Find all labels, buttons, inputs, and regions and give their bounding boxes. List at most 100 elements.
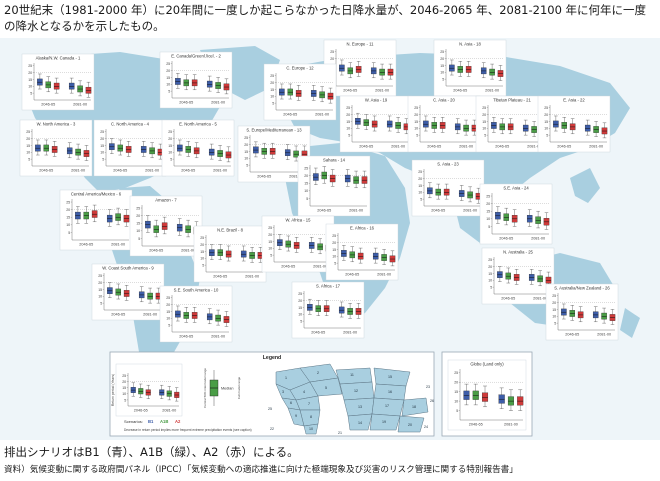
y-tick-label: 15 <box>244 150 248 154</box>
region-panel: N. Asia - 18 5 10 15 20 25 2046-65 2081-00 <box>433 39 507 97</box>
y-tick-label: 25 <box>486 194 490 198</box>
y-tick-label: 10 <box>122 392 126 396</box>
panel-title: N. Australia - 25 <box>503 250 533 255</box>
y-tick-label: 25 <box>200 236 204 240</box>
y-tick-label: 10 <box>418 191 422 195</box>
region-key-number: 17 <box>385 404 389 408</box>
y-tick-label: 5 <box>270 254 272 258</box>
region-key-cell <box>347 413 373 431</box>
y-tick-label: 5 <box>100 302 102 306</box>
y-tick-label: 5 <box>28 158 30 162</box>
y-tick-label: 15 <box>346 120 350 124</box>
period-label: 2081-00 <box>349 209 363 213</box>
region-key-number: 12 <box>354 389 358 393</box>
period-label: 2081-00 <box>527 145 541 149</box>
y-tick-label: 10 <box>200 257 204 261</box>
y-tick-label: 15 <box>270 88 274 92</box>
y-tick-label: 5 <box>348 134 350 138</box>
panel-title: W. Asia - 19 <box>365 98 388 103</box>
period-label: 2046-65 <box>179 101 193 105</box>
period-label: 2046-65 <box>134 409 148 413</box>
y-tick-label: 15 <box>122 386 126 390</box>
y-tick-label: 20 <box>122 380 126 384</box>
y-tick-label: 20 <box>330 57 334 61</box>
region-panel: W. Africa - 15 5 10 15 20 25 2046-65 2081-00 <box>261 215 335 273</box>
y-tick-label: 15 <box>486 210 490 214</box>
y-tick-label: 15 <box>136 222 140 226</box>
y-tick-label: 10 <box>244 157 248 161</box>
region-key-number: 1 <box>285 376 287 380</box>
period-label: 2081-00 <box>71 169 85 173</box>
y-tick-label: 15 <box>552 308 556 312</box>
y-tick-label: 5 <box>488 225 490 229</box>
y-tick-label: 10 <box>26 151 30 155</box>
period-label: 2081-00 <box>463 209 477 213</box>
y-tick-label: 5 <box>246 164 248 168</box>
region-panel: Tibetan Plateau - 21 5 10 15 20 25 2046-65 2081… <box>475 95 549 153</box>
y-tick-label: 20 <box>28 71 32 75</box>
y-tick-label: 25 <box>270 74 274 78</box>
region-panel: N.E. Brazil - 8 5 10 15 20 25 2046-65 2081-00 <box>193 225 267 283</box>
period-label: 2046-65 <box>113 169 127 173</box>
y-tick-label: 20 <box>100 137 104 141</box>
y-tick-label: 15 <box>440 64 444 68</box>
region-key-number: 23 <box>426 385 430 389</box>
y-tick-label: 15 <box>418 184 422 188</box>
panel-title: C. Asia - 20 <box>433 98 455 103</box>
y-tick-label: 15 <box>166 76 170 80</box>
region-key-number: 10 <box>309 427 313 431</box>
y-tick-label: 25 <box>100 130 104 134</box>
y-tick-label: 10 <box>136 229 140 233</box>
y-tick-label: 15 <box>482 120 486 124</box>
y-tick-label: 5 <box>334 262 336 266</box>
period-label: 2046-65 <box>181 169 195 173</box>
region-panel: E. Africa - 16 5 10 15 20 25 2046-65 2081-00 <box>325 223 399 281</box>
y-tick-label: 20 <box>270 81 274 85</box>
y-tick-label: 10 <box>414 127 418 131</box>
period-label: 2046-65 <box>345 273 359 277</box>
legend-y-label: Return period (Years) <box>111 374 115 406</box>
period-label: 2081-00 <box>213 169 227 173</box>
region-key-number: 16 <box>388 390 392 394</box>
y-tick-label: 20 <box>298 299 302 303</box>
region-key-number: 4 <box>303 390 305 394</box>
period-label: 2046-65 <box>557 145 571 149</box>
region-panel: Alaska/N.W. Canada - 1 5 10 15 20 25 2046-65 20… <box>21 53 95 111</box>
region-key-cell <box>335 367 373 385</box>
y-tick-label: 5 <box>170 158 172 162</box>
period-label: 2081-00 <box>145 169 159 173</box>
region-panel: W. North America - 3 5 10 15 20 25 2046-65 2081… <box>19 119 93 177</box>
period-label: 2081-00 <box>391 145 405 149</box>
y-tick-label: 10 <box>552 315 556 319</box>
y-tick-label: 10 <box>98 295 102 299</box>
region-key-cell <box>369 413 401 431</box>
y-tick-label: 5 <box>306 197 308 201</box>
region-panels: Alaska/N.W. Canada - 1 5 10 15 20 25 2046-65 20… <box>19 39 619 343</box>
region-key-number: 21 <box>338 431 342 435</box>
panel-title: E. North America - 5 <box>179 122 217 127</box>
period-label: 2046-65 <box>283 113 297 117</box>
y-tick-label: 5 <box>442 78 444 82</box>
region-panel: S. Africa - 17 5 10 15 20 25 2046-65 2081-00 <box>291 281 365 339</box>
period-label: 2046-65 <box>311 331 325 335</box>
period-label: 2046-65 <box>499 237 513 241</box>
region-key-number: 13 <box>358 405 362 409</box>
period-label: 2046-65 <box>39 169 53 173</box>
period-label: 2081-00 <box>162 409 176 413</box>
panel-title: N. Asia - 18 <box>459 42 481 47</box>
period-label: 2081-00 <box>315 113 329 117</box>
period-label: 2046-65 <box>495 145 509 149</box>
y-tick-label: 20 <box>136 214 140 218</box>
y-tick-label: 20 <box>166 303 170 307</box>
y-tick-label: 25 <box>268 226 272 230</box>
period-label: 2081-00 <box>504 423 518 427</box>
y-tick-label: 10 <box>454 400 458 404</box>
y-tick-label: 25 <box>98 274 102 278</box>
panel-title: C. North America - 4 <box>111 122 150 127</box>
central-range-label: Central 50% intermodel range <box>203 368 207 408</box>
region-panel: Sahara - 14 5 10 15 20 25 2046-65 2081-00 <box>297 155 371 217</box>
period-label: 2046-65 <box>317 209 331 213</box>
period-label: 2046-65 <box>359 145 373 149</box>
